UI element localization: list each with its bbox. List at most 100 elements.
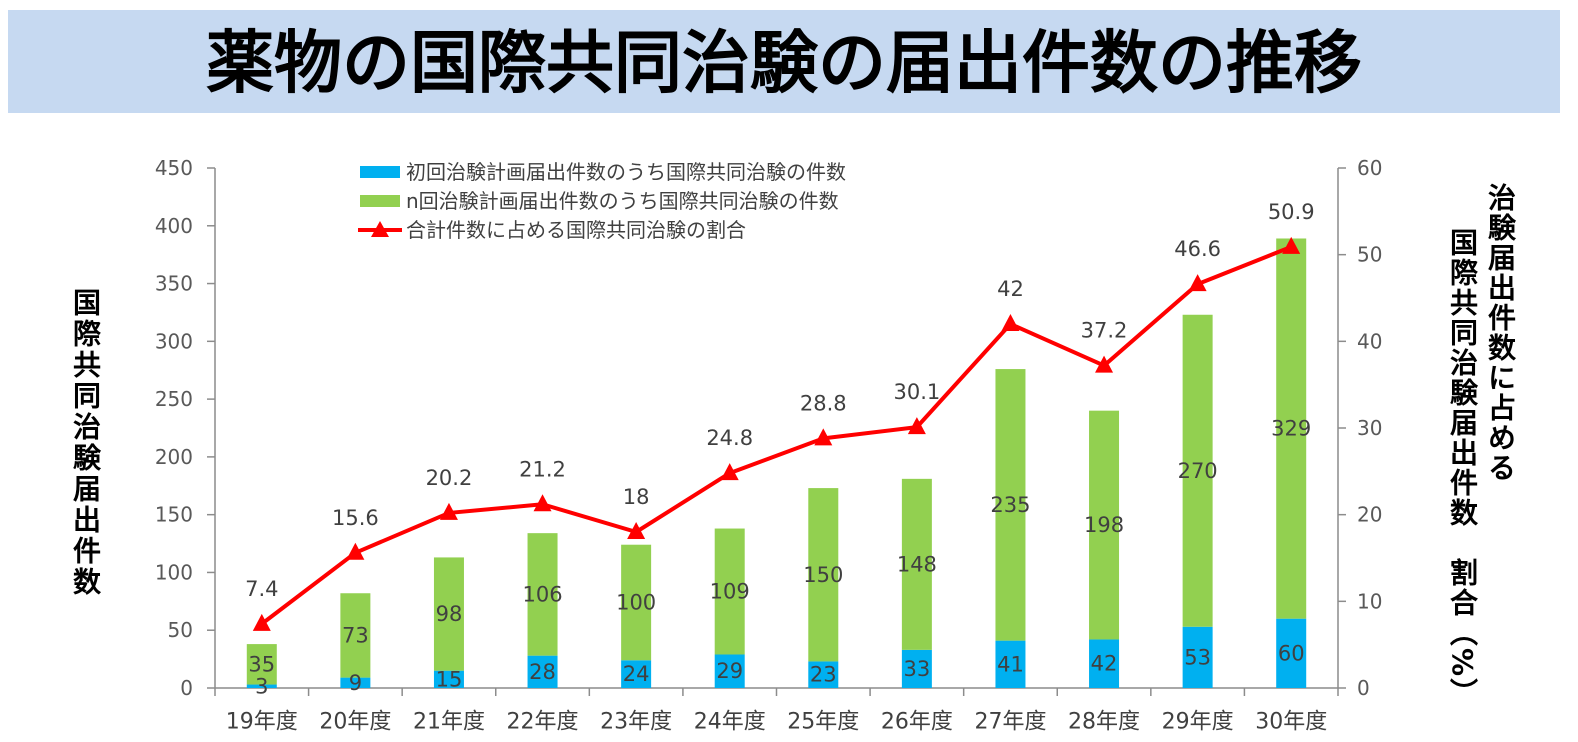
ratio-line-series <box>252 236 1301 631</box>
x-category-label: 20年度 <box>319 710 391 735</box>
bar-label-first-submission: 60 <box>1278 641 1305 665</box>
x-category-label: 28年度 <box>1068 710 1140 735</box>
left-y-tick-label: 450 <box>155 156 193 180</box>
legend-swatch-ratio-marker <box>371 221 389 237</box>
ratio-marker <box>1001 314 1020 331</box>
left-y-tick-label: 400 <box>155 214 193 238</box>
right-y-tick-label: 50 <box>1357 243 1382 267</box>
ratio-label: 46.6 <box>1174 237 1221 261</box>
bar-nth-submission <box>246 644 277 685</box>
ratio-marker <box>1188 274 1207 292</box>
x-category-label: 23年度 <box>600 710 672 735</box>
ratio-marker <box>439 502 458 520</box>
bar-nth-submission <box>1276 238 1307 619</box>
chart-title: 薬物の国際共同治験の届出件数の推移 <box>206 25 1362 104</box>
x-category-label: 27年度 <box>974 710 1046 735</box>
ratio-label: 21.2 <box>519 457 566 481</box>
x-category-label: 19年度 <box>226 710 298 735</box>
ratio-marker <box>1282 236 1301 254</box>
bar-label-nth-submission: 148 <box>897 552 937 576</box>
x-category-label: 21年度 <box>413 710 485 735</box>
bar-label-first-submission: 33 <box>904 657 931 681</box>
ratio-marker <box>907 417 926 435</box>
bar-label-first-submission: 3 <box>255 674 268 698</box>
x-category-label: 29年度 <box>1162 710 1234 735</box>
bar-series <box>246 238 1307 688</box>
ratio-label: 50.9 <box>1268 200 1315 224</box>
right-y-tick-label: 40 <box>1357 329 1382 353</box>
bar-label-nth-submission: 150 <box>803 563 843 587</box>
bar-first-submission <box>995 640 1026 688</box>
ratio-marker <box>627 522 646 539</box>
bar-first-submission <box>340 677 371 688</box>
ratio-label: 28.8 <box>800 391 847 415</box>
bar-nth-submission <box>433 557 464 671</box>
bar-nth-submission <box>995 369 1026 641</box>
bar-first-submission <box>1182 626 1213 688</box>
x-axis-category-labels: 19年度 20年度 21年度 22年度 23年度 24年度 25年度 26年度 27年度 28年度… <box>226 710 1327 735</box>
legend-item-first-submission: 初回治験計画届出件数のうち国際共同治験の件数 <box>360 160 846 184</box>
legend-label-ratio: 合計件数に占める国際共同治験の割合 <box>406 218 746 242</box>
left-y-tick-label: 100 <box>155 560 193 584</box>
right-y-tick-label: 30 <box>1357 416 1382 440</box>
ratio-marker <box>346 542 365 560</box>
bar-nth-submission <box>621 544 652 661</box>
ratio-marker <box>720 463 739 481</box>
bar-label-nth-submission: 73 <box>342 623 369 647</box>
ratio-label: 42 <box>997 277 1024 301</box>
bar-first-submission <box>1276 618 1307 688</box>
left-y-tick-label: 200 <box>155 445 193 469</box>
right-y-tick-label: 60 <box>1357 156 1382 180</box>
left-y-axis-title: 国際共同治験届出件数 <box>69 288 102 598</box>
bar-label-nth-submission: 98 <box>436 602 463 626</box>
bar-nth-submission <box>901 478 932 650</box>
right-y-tick-label: 10 <box>1357 589 1382 613</box>
ratio-label: 15.6 <box>332 506 379 530</box>
ratio-line <box>260 245 1292 626</box>
bar-first-submission <box>433 670 464 688</box>
legend-label-nth-submission: n回治験計画届出件数のうち国際共同治験の件数 <box>406 189 839 213</box>
bar-label-first-submission: 15 <box>436 667 463 691</box>
ratio-marker <box>533 494 552 512</box>
bar-nth-submission <box>808 488 839 662</box>
ratio-data-labels: 7.4 15.6 20.2 21.2 18 24.8 28.8 30.1 42 37.2 46.6 5… <box>245 200 1315 601</box>
bar-label-nth-submission: 198 <box>1084 513 1124 537</box>
ratio-marker <box>252 613 271 631</box>
bar-label-nth-submission: 235 <box>990 493 1030 517</box>
bar-label-first-submission: 23 <box>810 663 837 687</box>
bar-first-submission <box>527 655 558 688</box>
legend-swatch-first-submission <box>360 166 400 178</box>
ratio-label: 20.2 <box>426 466 473 490</box>
bar-label-first-submission: 24 <box>623 662 650 686</box>
bar-first-submission <box>901 649 932 688</box>
left-y-tick-label: 350 <box>155 272 193 296</box>
x-category-label: 26年度 <box>881 710 953 735</box>
right-y-tick-label: 0 <box>1357 676 1370 700</box>
legend: 初回治験計画届出件数のうち国際共同治験の件数 n回治験計画届出件数のうち国際共同… <box>358 160 846 242</box>
bar-label-first-submission: 41 <box>997 652 1024 676</box>
legend-item-nth-submission: n回治験計画届出件数のうち国際共同治験の件数 <box>360 189 839 213</box>
bar-nth-submission <box>714 528 745 655</box>
axis-ticks: 0 50 100 150 200 250 300 350 400 450 0 10 20 30 40 50 60 <box>155 156 1383 700</box>
x-category-label: 25年度 <box>787 710 859 735</box>
bar-label-nth-submission: 270 <box>1178 459 1218 483</box>
bar-nth-submission <box>527 533 558 656</box>
ratio-label: 24.8 <box>706 426 753 450</box>
ratio-marker <box>814 428 833 446</box>
bar-first-submission <box>621 660 652 688</box>
bar-label-first-submission: 29 <box>716 659 743 683</box>
ratio-label: 30.1 <box>893 380 940 404</box>
left-y-tick-label: 0 <box>180 676 193 700</box>
ratio-label: 37.2 <box>1081 319 1128 343</box>
x-category-label: 24年度 <box>694 710 766 735</box>
title-banner <box>8 10 1560 113</box>
bar-nth-submission <box>1089 410 1120 640</box>
legend-swatch-nth-submission <box>360 195 400 207</box>
left-y-tick-label: 50 <box>168 618 193 642</box>
bar-first-submission <box>246 684 277 688</box>
bar-label-first-submission: 53 <box>1184 645 1211 669</box>
x-category-label: 30年度 <box>1255 710 1327 735</box>
bar-label-nth-submission: 329 <box>1271 417 1311 441</box>
bar-first-submission <box>1089 639 1120 688</box>
bar-label-nth-submission: 109 <box>710 580 750 604</box>
